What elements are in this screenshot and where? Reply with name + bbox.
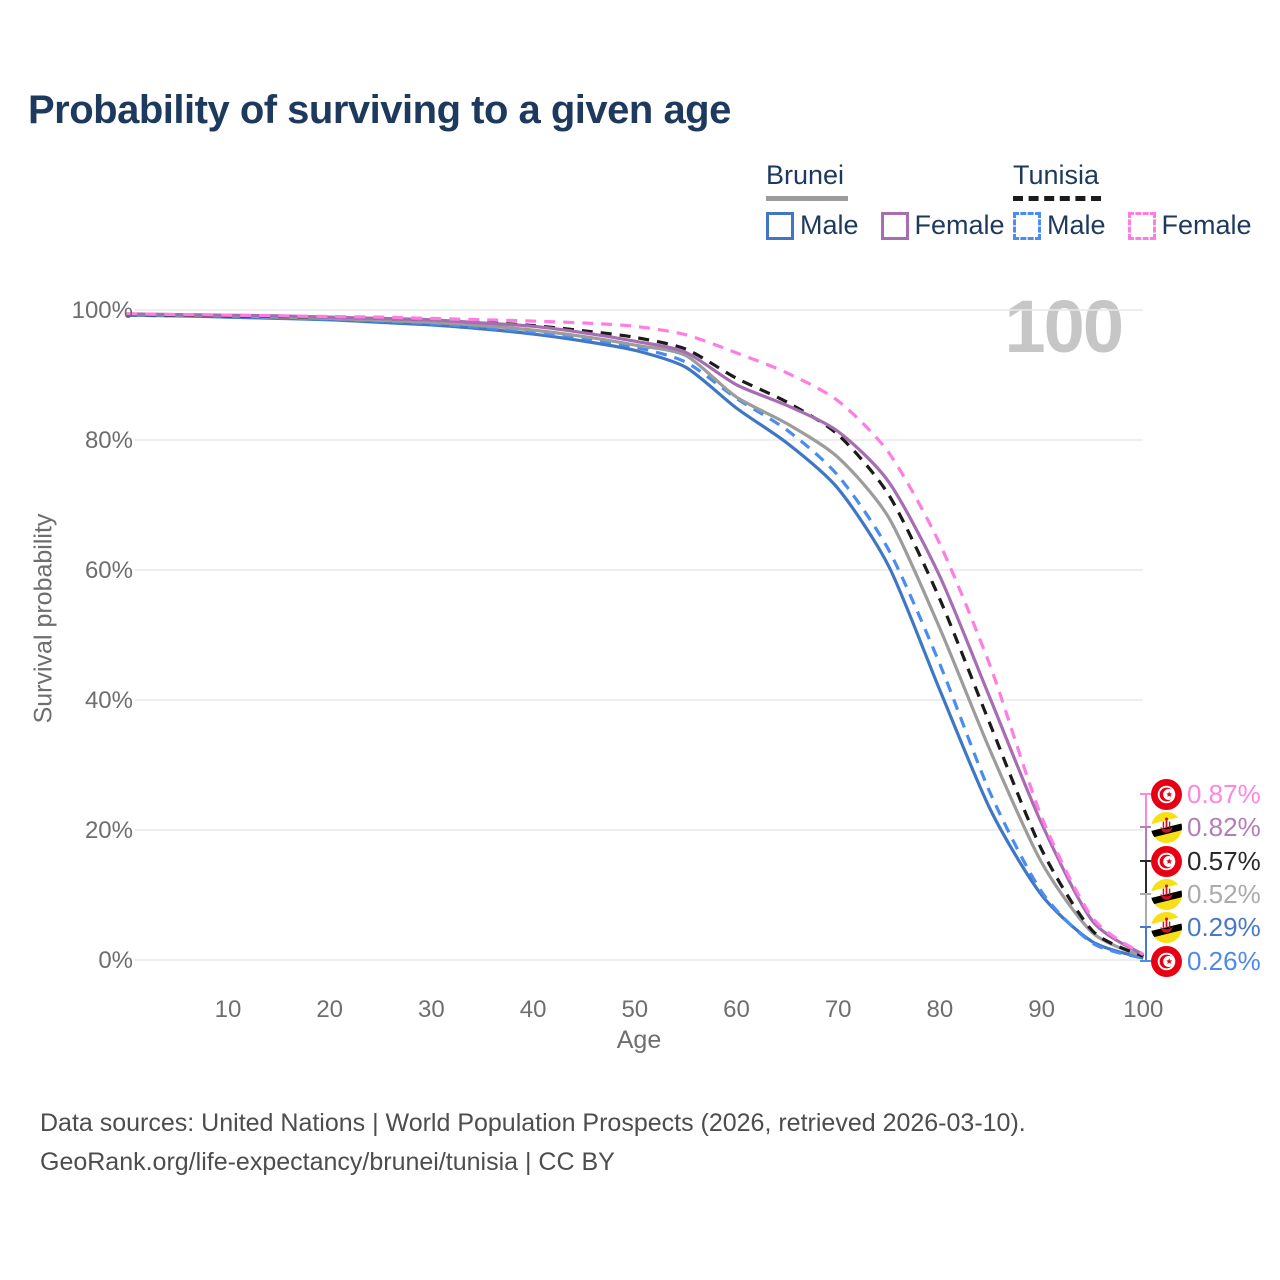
brunei-flag-icon bbox=[1151, 811, 1182, 843]
legend: Brunei Male Female Tunisia Male Female bbox=[0, 160, 1280, 240]
legend-item-label: Male bbox=[1047, 210, 1106, 240]
footer: Data sources: United Nations | World Pop… bbox=[40, 1104, 1026, 1181]
y-tick-label: 20% bbox=[84, 817, 133, 844]
y-axis-title: Survival probability bbox=[29, 513, 58, 724]
x-tick-label: 40 bbox=[519, 996, 547, 1023]
x-tick-label: 70 bbox=[824, 996, 852, 1023]
end-label-brunei_total: 0.52% bbox=[1151, 878, 1261, 910]
curve-tunisia_female bbox=[126, 312, 1145, 956]
legend-swatch-icon bbox=[766, 211, 794, 240]
legend-item-brunei-female[interactable]: Female bbox=[880, 210, 1005, 241]
footer-sources-line: Data sources: United Nations | World Pop… bbox=[40, 1109, 1026, 1137]
y-tick-label: 100% bbox=[71, 297, 133, 324]
x-tick-label: 100 bbox=[1123, 996, 1164, 1023]
tunisia-flag-icon bbox=[1151, 845, 1182, 877]
legend-country-underline bbox=[766, 196, 848, 201]
footer-attribution-line: GeoRank.org/life-expectancy/brunei/tunis… bbox=[40, 1147, 615, 1176]
curve-brunei_male bbox=[126, 313, 1144, 960]
x-tick-label: 50 bbox=[621, 996, 649, 1023]
end-label-tunisia_total: 0.57% bbox=[1151, 845, 1261, 877]
legend-country-label: Tunisia bbox=[1013, 160, 1100, 190]
legend-item-label: Male bbox=[800, 210, 859, 240]
legend-country-underline bbox=[1013, 196, 1101, 201]
x-tick-label: 10 bbox=[214, 996, 242, 1023]
end-label-brunei_female: 0.82% bbox=[1151, 811, 1261, 843]
x-tick-label: 20 bbox=[316, 996, 344, 1023]
curve-tunisia_male bbox=[126, 313, 1144, 960]
hover-age-watermark: 100 bbox=[1004, 285, 1124, 368]
y-tick-label: 40% bbox=[84, 687, 133, 714]
end-label-value: 0.57% bbox=[1187, 846, 1261, 876]
end-label-tunisia_male: 0.26% bbox=[1151, 945, 1261, 977]
x-tick-label: 80 bbox=[926, 996, 954, 1023]
y-tick-label: 80% bbox=[84, 427, 133, 454]
x-axis-title: Age bbox=[616, 1026, 662, 1054]
legend-swatch-icon bbox=[1013, 211, 1041, 240]
end-label-value: 0.82% bbox=[1187, 812, 1261, 842]
y-tick-label: 60% bbox=[84, 557, 133, 584]
legend-item-label: Female bbox=[914, 210, 1005, 240]
brunei-flag-icon bbox=[1151, 878, 1182, 910]
page-title: Probability of surviving to a given age bbox=[28, 88, 731, 132]
end-label-brunei_male: 0.29% bbox=[1151, 911, 1261, 943]
x-tick-label: 30 bbox=[418, 996, 445, 1023]
end-label-value: 0.87% bbox=[1187, 779, 1261, 809]
legend-item-tunisia-female[interactable]: Female bbox=[1127, 210, 1252, 241]
curve-brunei_female bbox=[126, 312, 1145, 957]
curve-tunisia_total bbox=[126, 313, 1145, 958]
tunisia-flag-icon bbox=[1151, 778, 1182, 810]
legend-group-tunisia: Tunisia Male Female bbox=[1013, 160, 1252, 241]
end-label-value: 0.26% bbox=[1187, 946, 1261, 976]
curve-brunei_total bbox=[126, 313, 1144, 959]
x-tick-label: 90 bbox=[1028, 996, 1055, 1023]
legend-group-brunei: Brunei Male Female bbox=[766, 160, 1005, 241]
end-label-tunisia_female: 0.87% bbox=[1151, 778, 1261, 810]
legend-item-label: Female bbox=[1161, 210, 1252, 240]
end-label-value: 0.52% bbox=[1187, 879, 1261, 909]
legend-item-tunisia-male[interactable]: Male bbox=[1013, 210, 1106, 241]
brunei-flag-icon bbox=[1151, 911, 1182, 943]
tunisia-flag-icon bbox=[1151, 945, 1182, 977]
x-tick-label: 60 bbox=[723, 996, 750, 1023]
legend-item-brunei-male[interactable]: Male bbox=[766, 210, 859, 241]
legend-country-label: Brunei bbox=[766, 160, 845, 190]
survival-chart-plot[interactable] bbox=[0, 0, 1280, 1100]
y-tick-label: 0% bbox=[98, 947, 133, 974]
end-label-value: 0.29% bbox=[1187, 912, 1261, 942]
legend-swatch-icon bbox=[1127, 211, 1156, 240]
legend-swatch-icon bbox=[880, 211, 909, 240]
